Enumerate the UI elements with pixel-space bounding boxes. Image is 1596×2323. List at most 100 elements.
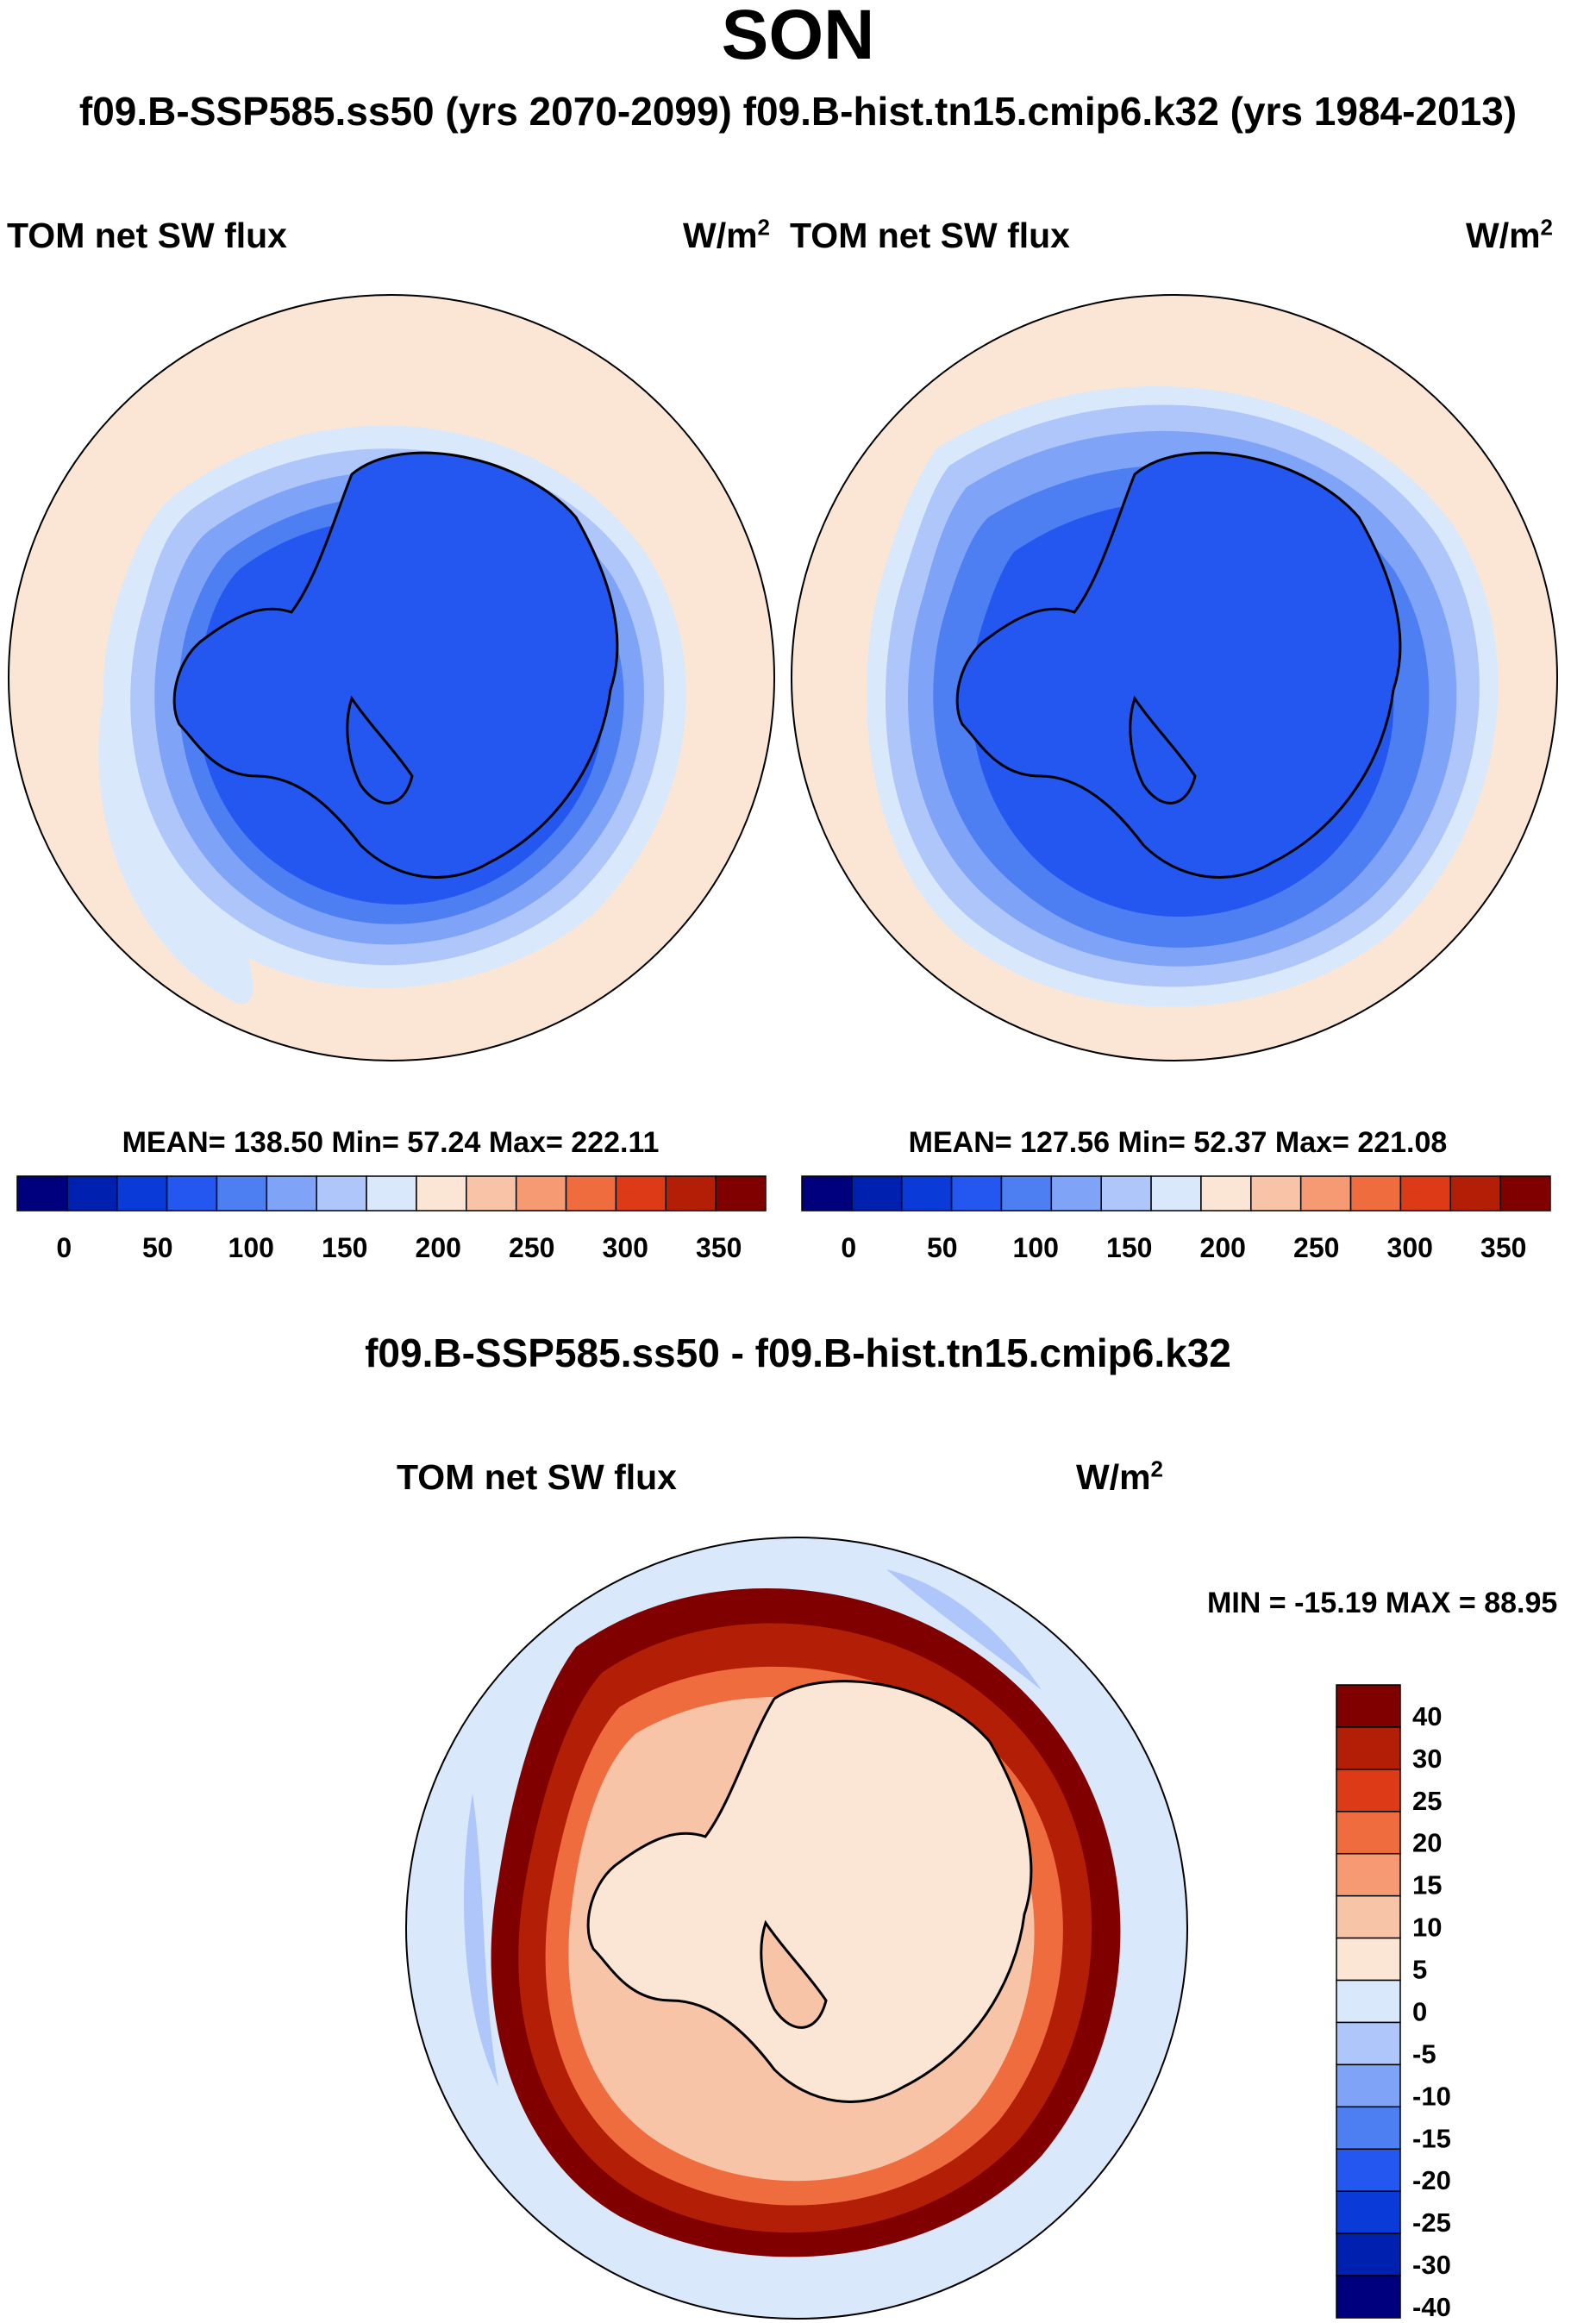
diff-colorbar-cell-3	[1336, 1811, 1401, 1855]
diff-map	[405, 1537, 1188, 2320]
diff-colorbar-label-8: -5	[1412, 2038, 1436, 2069]
left-map	[8, 294, 775, 1061]
figure-title: SON	[721, 0, 875, 74]
right-panel-stats: MEAN= 127.56 Min= 52.37 Max= 221.08	[908, 1126, 1448, 1159]
left-colorbar-cell-11	[565, 1175, 617, 1212]
left-colorbar-cell-4	[216, 1175, 268, 1212]
diff-colorbar-cell-9	[1336, 2063, 1401, 2108]
diff-colorbar-cell-8	[1336, 2021, 1401, 2066]
diff-colorbar-label-9: -10	[1412, 2081, 1451, 2111]
diff-colorbar-labels: 40 30 25 20 15 10 5 0 -5 -10 -15 -20 -25 -30 -40	[1412, 1701, 1451, 2321]
diff-map-neg-patch-1	[464, 1794, 498, 2087]
diff-panel-label: TOM net SW flux	[397, 1457, 677, 1497]
right-colorbar-tick-7: 350	[1480, 1232, 1526, 1263]
left-colorbar-tick-0: 0	[56, 1232, 72, 1263]
right-map-coastline	[955, 451, 1402, 879]
left-colorbar-cell-9	[466, 1175, 517, 1212]
diff-colorbar-label-3: 20	[1412, 1828, 1442, 1858]
right-colorbar-tick-5: 250	[1293, 1232, 1339, 1263]
left-colorbar-tick-1: 50	[142, 1232, 173, 1263]
right-colorbar: 0 50 100 150 200 250 300 350	[801, 1175, 1551, 1263]
left-colorbar-cell-2	[116, 1175, 168, 1212]
right-colorbar-cell-5	[1050, 1175, 1102, 1212]
figure-subtitle: f09.B-SSP585.ss50 (yrs 2070-2099) f09.B-…	[78, 89, 1518, 134]
left-colorbar-tick-7: 350	[696, 1232, 742, 1263]
right-colorbar-cell-7	[1150, 1175, 1202, 1212]
right-map-ice-shelf	[1129, 695, 1197, 805]
left-map-border	[8, 294, 775, 1061]
left-colorbar-cell-0	[16, 1175, 68, 1212]
right-panel-label: TOM net SW flux	[790, 216, 1070, 255]
diff-colorbar-label-1: 30	[1412, 1744, 1442, 1774]
right-colorbar-cell-12	[1399, 1175, 1452, 1212]
right-map	[791, 294, 1558, 1061]
diff-colorbar-label-10: -15	[1412, 2123, 1451, 2153]
left-colorbar-tick-2: 100	[228, 1232, 274, 1263]
left-panel-unit: W/m2	[683, 214, 771, 255]
right-colorbar-cell-9	[1250, 1175, 1302, 1212]
diff-colorbar-label-0: 40	[1412, 1701, 1442, 1731]
left-colorbar-cell-14	[715, 1175, 767, 1212]
diff-panel-stats: MIN = -15.19 MAX = 88.95	[1207, 1587, 1558, 1619]
diff-colorbar-cell-5	[1336, 1894, 1401, 1939]
diff-colorbar-cell-7	[1336, 1979, 1401, 2024]
left-panel-stats: MEAN= 138.50 Min= 57.24 Max= 222.11	[122, 1126, 660, 1159]
diff-colorbar-label-5: 10	[1412, 1913, 1442, 1943]
diff-colorbar-cell-11	[1336, 2148, 1401, 2192]
left-colorbar: 0 50 100 150 200 250 300 350	[16, 1175, 767, 1263]
diff-colorbar-cell-14	[1336, 2275, 1401, 2319]
right-colorbar-tick-3: 150	[1106, 1232, 1152, 1263]
right-panel-unit: W/m2	[1466, 214, 1554, 255]
left-colorbar-cell-8	[416, 1175, 467, 1212]
diff-colorbar-label-7: 0	[1412, 1996, 1427, 2026]
right-colorbar-cell-8	[1200, 1175, 1252, 1212]
left-colorbar-cell-1	[66, 1175, 118, 1212]
diff-colorbar-cell-10	[1336, 2106, 1401, 2151]
right-colorbar-cell-2	[900, 1175, 953, 1212]
diff-colorbar-label-11: -20	[1412, 2165, 1451, 2195]
diff-colorbar-label-4: 15	[1412, 1870, 1442, 1900]
left-colorbar-ticks: 0 50 100 150 200 250 300 350	[56, 1232, 742, 1263]
diff-map-coastline	[586, 1680, 1033, 2103]
left-colorbar-tick-4: 200	[416, 1232, 461, 1263]
left-colorbar-cells	[16, 1175, 767, 1212]
right-colorbar-tick-0: 0	[841, 1232, 856, 1263]
diff-colorbar-cell-1	[1336, 1726, 1401, 1770]
diff-colorbar-label-6: 5	[1412, 1955, 1427, 1985]
right-colorbar-cell-14	[1499, 1175, 1551, 1212]
right-colorbar-cell-4	[1000, 1175, 1053, 1212]
right-colorbar-cell-1	[851, 1175, 903, 1212]
right-colorbar-tick-4: 200	[1200, 1232, 1246, 1263]
diff-colorbar-label-12: -25	[1412, 2207, 1451, 2238]
left-colorbar-cell-7	[366, 1175, 417, 1212]
right-colorbar-cells	[801, 1175, 1551, 1212]
diff-panel-unit: W/m2	[1076, 1456, 1164, 1497]
diff-title: f09.B-SSP585.ss50 - f09.B-hist.tn15.cmip…	[365, 1331, 1231, 1375]
left-map-coastline	[172, 451, 619, 879]
right-colorbar-cell-6	[1100, 1175, 1152, 1212]
left-colorbar-cell-5	[266, 1175, 317, 1212]
left-colorbar-cell-10	[515, 1175, 567, 1212]
diff-colorbar-label-14: -40	[1412, 2292, 1451, 2321]
diff-colorbar-cell-6	[1336, 1937, 1401, 1982]
diff-colorbar-cells	[1336, 1684, 1401, 2319]
right-colorbar-cell-11	[1349, 1175, 1402, 1212]
diff-map-neg-patch-2	[886, 1569, 1042, 1690]
diff-map-border	[405, 1537, 1188, 2320]
left-colorbar-cell-6	[316, 1175, 367, 1212]
left-map-ice-shelf	[346, 695, 414, 805]
right-colorbar-cell-10	[1299, 1175, 1352, 1212]
right-colorbar-cell-13	[1449, 1175, 1501, 1212]
diff-map-ice-shelf	[760, 1919, 828, 2029]
left-colorbar-cell-12	[615, 1175, 667, 1212]
left-colorbar-tick-3: 150	[322, 1232, 367, 1263]
right-colorbar-ticks: 0 50 100 150 200 250 300 350	[841, 1232, 1526, 1263]
diff-colorbar-label-13: -30	[1412, 2250, 1451, 2280]
diff-colorbar: 40 30 25 20 15 10 5 0 -5 -10 -15 -20 -25 -30 -40	[1336, 1684, 1451, 2321]
left-panel-label: TOM net SW flux	[7, 216, 287, 255]
diff-colorbar-cell-12	[1336, 2190, 1401, 2234]
right-colorbar-cell-0	[801, 1175, 853, 1212]
right-colorbar-tick-1: 50	[927, 1232, 958, 1263]
left-colorbar-cell-3	[166, 1175, 218, 1212]
right-colorbar-cell-3	[950, 1175, 1003, 1212]
